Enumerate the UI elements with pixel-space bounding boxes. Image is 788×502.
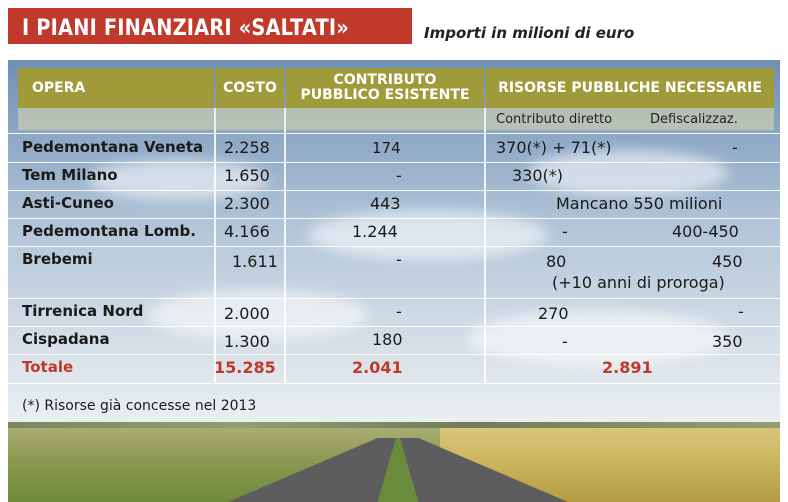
diretto-value: 270 — [538, 304, 569, 323]
opera-name: Tem Milano — [22, 166, 118, 184]
contributo-value: 180 — [372, 330, 403, 349]
title-bar: I PIANI FINANZIARI «SALTATI» — [8, 8, 412, 44]
extra-note: (+10 anni di proroga) — [552, 273, 725, 292]
opera-name: Asti-Cuneo — [22, 194, 114, 212]
opera-name: Brebemi — [22, 250, 93, 268]
diretto-value: - — [562, 332, 568, 351]
col-header-risorse: RISORSE PUBBLICHE NECESSARIE — [486, 68, 774, 108]
total-contributo: 2.041 — [352, 358, 403, 377]
total-risorse: 2.891 — [602, 358, 653, 377]
col-header-contributo: CONTRIBUTO PUBBLICO ESISTENTE — [286, 68, 484, 108]
opera-name: Cispadana — [22, 330, 110, 348]
contributo-value: 443 — [370, 194, 401, 213]
total-costo: 15.285 — [214, 358, 276, 377]
costo-value: 1.611 — [232, 252, 278, 271]
opera-name: Pedemontana Lomb. — [22, 222, 196, 240]
col-header-costo: COSTO — [216, 68, 284, 108]
diretto-value: 330(*) — [512, 166, 564, 185]
opera-name: Pedemontana Veneta — [22, 138, 204, 156]
contributo-value: 1.244 — [352, 222, 398, 241]
costo-value: 4.166 — [224, 222, 270, 241]
page-title: I PIANI FINANZIARI «SALTATI» — [22, 16, 349, 41]
contributo-value: - — [396, 302, 402, 321]
costo-value: 1.300 — [224, 332, 270, 351]
opera-name: Tirrenica Nord — [22, 302, 144, 320]
costo-value: 2.300 — [224, 194, 270, 213]
defisc-value: - — [732, 138, 738, 157]
col-header-opera: OPERA — [18, 68, 214, 108]
subtitle: Importi in milioni di euro — [424, 24, 635, 42]
defisc-value: 450 — [712, 252, 743, 271]
sub-header-defiscalizz: Defiscalizzaz. — [636, 108, 774, 130]
costo-value: 1.650 — [224, 166, 270, 185]
diretto-value: - — [562, 222, 568, 241]
diretto-value: 80 — [546, 252, 567, 271]
footnote: (*) Risorse già concesse nel 2013 — [22, 398, 257, 414]
defisc-value: 400-450 — [672, 222, 739, 241]
total-label: Totale — [22, 358, 74, 376]
sub-header-contributo-diretto: Contributo diretto — [486, 108, 636, 130]
costo-value: 2.258 — [224, 138, 270, 157]
contributo-value: 174 — [372, 139, 401, 157]
defisc-value: 350 — [712, 332, 743, 351]
contributo-value: - — [396, 250, 402, 269]
costo-value: 2.000 — [224, 304, 270, 323]
diretto-value: 370(*) + 71(*) — [496, 138, 612, 157]
merged-value: Mancano 550 milioni — [556, 194, 723, 213]
defisc-value: - — [738, 302, 744, 321]
contributo-value: - — [396, 166, 402, 185]
